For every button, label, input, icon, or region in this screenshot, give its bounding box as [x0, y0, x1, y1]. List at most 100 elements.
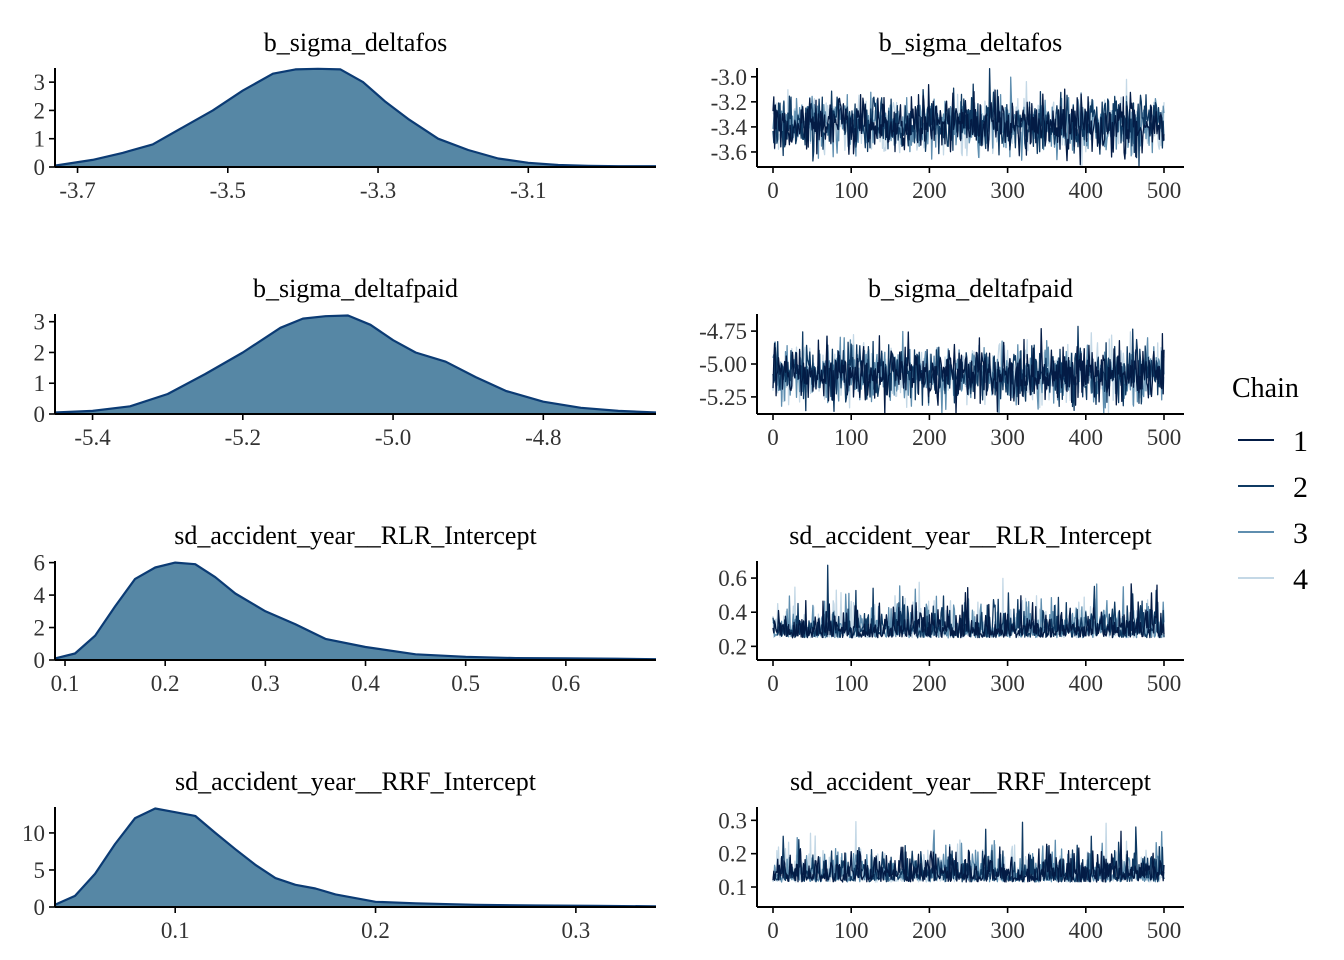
density-area [55, 315, 656, 414]
x-tick-label: 0.4 [351, 671, 380, 696]
x-tick-label: 200 [912, 671, 947, 696]
x-tick-label: -3.7 [59, 178, 95, 203]
x-tick-label: -3.1 [510, 178, 546, 203]
y-tick-label: 0 [34, 648, 46, 673]
x-tick-label: 0 [767, 918, 779, 943]
y-tick-label: 4 [34, 583, 46, 608]
x-tick-label: -3.5 [210, 178, 246, 203]
chain-1-trace [772, 327, 1165, 414]
y-tick-label: -5.25 [699, 385, 747, 410]
y-tick-label: -4.75 [699, 319, 747, 344]
panel-title: sd_accident_year__RRF_Intercept [175, 767, 537, 796]
y-tick-label: -3.4 [711, 115, 748, 140]
y-tick-label: 0.6 [718, 566, 747, 591]
y-tick-label: 3 [34, 70, 46, 95]
panel-title: b_sigma_deltafpaid [868, 274, 1073, 303]
x-tick-label: 100 [834, 918, 869, 943]
x-tick-label: 0.1 [51, 671, 80, 696]
density-line [54, 314, 657, 414]
y-tick-label: 0.2 [718, 842, 747, 867]
y-tick-label: 0 [34, 895, 46, 920]
x-tick-label: 200 [912, 178, 947, 203]
y-tick-label: 2 [34, 616, 46, 641]
panels-group: b_sigma_deltafos -3.7 -3.5 -3.3 -3.1 0 1 2 3 b_si… [22, 28, 1184, 943]
density-area [55, 808, 656, 907]
y-tick-label: 2 [34, 98, 46, 123]
legend-label: 1 [1293, 425, 1308, 458]
y-tick-label: 5 [34, 858, 46, 883]
x-tick-label: 500 [1147, 671, 1182, 696]
legend-items: 1 2 3 4 [1238, 425, 1308, 596]
legend-label: 3 [1293, 517, 1308, 550]
panel-title: b_sigma_deltafos [264, 28, 447, 57]
chain-legend: Chain 1 2 3 4 [1232, 373, 1308, 596]
y-tick-label: 0.3 [718, 808, 747, 833]
legend-item-chain-4: 4 [1238, 563, 1308, 596]
x-tick-label: 0.6 [551, 671, 580, 696]
x-tick-label: 400 [1069, 425, 1104, 450]
trace-panel-1: b_sigma_deltafos 0 100 200 300 400 500 -3.0-3.2… [711, 28, 1184, 203]
x-tick-label: -3.3 [360, 178, 396, 203]
x-tick-label: 300 [990, 918, 1025, 943]
y-tick-label: 0.2 [718, 634, 747, 659]
panel-title: b_sigma_deltafos [879, 28, 1062, 57]
y-tick-label: -3.0 [711, 65, 747, 90]
x-tick-label: 0.5 [451, 671, 480, 696]
y-tick-label: 0.4 [718, 600, 747, 625]
legend-item-chain-1: 1 [1238, 425, 1308, 458]
x-tick-label: 400 [1069, 178, 1104, 203]
trace-panel-4: sd_accident_year__RRF_Intercept 0 100 200 30… [718, 767, 1184, 943]
panel-title: sd_accident_year__RRF_Intercept [790, 767, 1152, 796]
density-panel-3: sd_accident_year__RLR_Intercept 0.1 0.2 0.3… [34, 521, 657, 696]
x-tick-label: 500 [1147, 918, 1182, 943]
x-tick-label: 100 [834, 178, 869, 203]
y-tick-label: 3 [34, 310, 46, 335]
y-tick-label: 1 [34, 371, 46, 396]
legend-label: 4 [1293, 563, 1308, 596]
trace-panel-3: sd_accident_year__RLR_Intercept 0 100 200 30… [718, 521, 1184, 696]
x-tick-label: 300 [990, 178, 1025, 203]
density-line [54, 807, 657, 908]
x-tick-label: 0.3 [561, 918, 590, 943]
x-tick-label: 300 [990, 425, 1025, 450]
y-tick-label: -3.6 [711, 140, 747, 165]
trace-panel-2: b_sigma_deltafpaid 0 100 200 300 400 500 -4.75 -… [699, 274, 1184, 450]
legend-title: Chain [1232, 373, 1299, 404]
density-panel-2: b_sigma_deltafpaid -5.4 -5.2 -5.0 -4.8 0 1 2 3 [34, 274, 657, 450]
y-tick-label: -5.00 [699, 352, 747, 377]
panel-title: sd_accident_year__RLR_Intercept [174, 521, 537, 550]
legend-item-chain-3: 3 [1238, 517, 1308, 550]
y-tick-label: 10 [22, 821, 45, 846]
x-tick-label: 100 [834, 671, 869, 696]
density-area [55, 562, 656, 660]
y-tick-label: 0.1 [718, 875, 747, 900]
x-tick-label: -4.8 [525, 425, 561, 450]
y-tick-label: 0 [34, 402, 46, 427]
x-tick-label: 400 [1069, 918, 1104, 943]
panel-title: b_sigma_deltafpaid [253, 274, 458, 303]
chain-1-trace [772, 830, 1165, 883]
density-area [55, 68, 656, 167]
y-tick-label: 1 [34, 127, 46, 152]
x-tick-label: -5.2 [225, 425, 261, 450]
x-tick-label: 500 [1147, 178, 1182, 203]
legend-label: 2 [1293, 471, 1308, 504]
x-tick-label: 0.1 [161, 918, 190, 943]
x-tick-label: 500 [1147, 425, 1182, 450]
density-line [54, 67, 656, 168]
x-tick-label: 0.2 [361, 918, 390, 943]
y-tick-label: 0 [34, 155, 46, 180]
density-line [54, 561, 657, 661]
x-tick-label: 100 [834, 425, 869, 450]
density-panel-4: sd_accident_year__RRF_Intercept 0.1 0.2 0.3… [22, 767, 657, 943]
x-tick-label: 300 [990, 671, 1025, 696]
x-tick-label: 0.2 [151, 671, 180, 696]
y-tick-label: 6 [34, 551, 46, 576]
panel-title: sd_accident_year__RLR_Intercept [789, 521, 1152, 550]
x-tick-label: 400 [1069, 671, 1104, 696]
x-tick-label: 0.3 [251, 671, 280, 696]
x-tick-label: 0 [767, 671, 779, 696]
chain-1-trace [772, 84, 1165, 166]
x-tick-label: 200 [912, 425, 947, 450]
